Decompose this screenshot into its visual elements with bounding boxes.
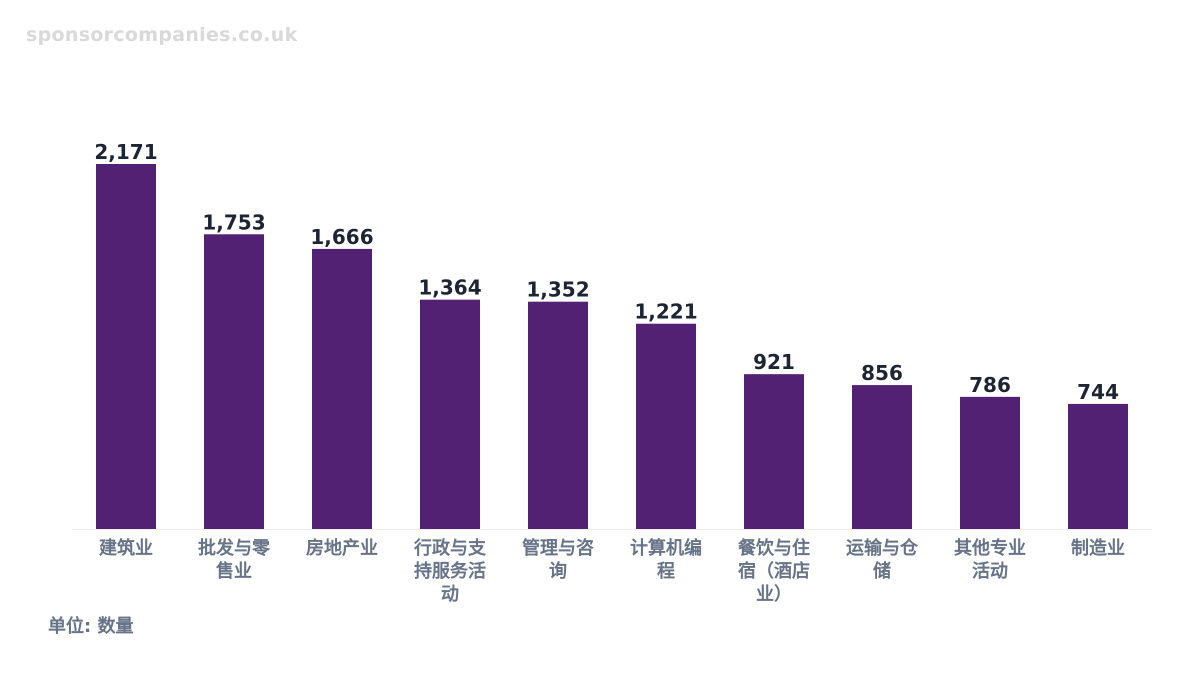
category-label-line: 宿（酒店 [738,560,810,582]
category-label-line: 管理与咨 [522,537,594,559]
bar [744,374,804,529]
bar-value-label: 856 [861,361,903,385]
bar [960,396,1020,529]
category-label-line: 餐饮与住 [737,537,810,559]
bar-value-label: 1,753 [202,210,265,234]
category-label-line: 制造业 [1071,537,1125,559]
category-label: 餐饮与住宿（酒店业） [737,537,810,605]
watermark: sponsorcompanies.co.uk [26,24,298,46]
bar-value-label: 1,221 [634,300,697,324]
category-label-line: 建筑业 [99,537,153,559]
category-label-line: 储 [872,560,891,582]
category-label-line: 业） [756,584,792,605]
bar [420,299,480,529]
category-label: 制造业 [1071,537,1125,559]
category-label: 批发与零售业 [198,537,271,582]
bar-value-label: 921 [753,350,795,374]
category-label: 管理与咨询 [522,537,594,582]
category-label-line: 房地产业 [306,537,378,559]
bar [1068,403,1128,529]
bar [96,164,156,529]
bar-value-label: 1,666 [310,225,373,249]
category-label-line: 程 [657,561,675,582]
category-label-line: 询 [549,560,567,582]
unit-label: 单位: 数量 [48,616,134,637]
bar [528,301,588,529]
category-label: 计算机编程 [630,537,702,582]
bar [312,248,372,530]
category-label-line: 行政与支 [413,537,487,559]
bar [636,323,696,529]
category-label-line: 持服务活 [414,560,486,582]
category-label: 房地产业 [306,537,378,559]
category-label-line: 运输与仓 [846,537,919,559]
category-label: 行政与支持服务活动 [413,537,487,605]
category-label-line: 其他专业 [954,537,1026,559]
category-label-line: 批发与零 [198,537,271,559]
bar [204,234,264,529]
category-label-line: 计算机编 [630,537,702,559]
bar-value-label: 744 [1077,380,1119,404]
bar-value-label: 1,352 [526,278,589,302]
category-label-line: 活动 [972,560,1008,582]
bar-value-label: 1,364 [418,276,481,300]
category-label: 其他专业活动 [954,537,1026,582]
bar-value-label: 786 [969,373,1011,397]
category-label: 运输与仓储 [846,537,919,582]
bar [852,385,912,529]
bar-value-label: 2,171 [94,140,157,164]
category-label-line: 动 [441,584,459,605]
category-label-line: 售业 [216,560,252,582]
category-label: 建筑业 [99,537,153,559]
